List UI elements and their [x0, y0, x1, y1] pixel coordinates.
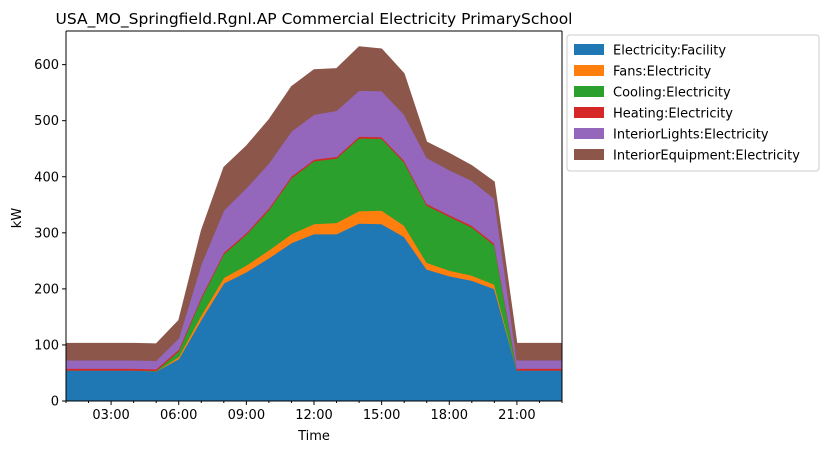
- legend-label: Cooling:Electricity: [613, 86, 731, 101]
- x-tick-label: 12:00: [295, 408, 332, 423]
- y-axis-label: kW: [10, 208, 25, 229]
- y-tick-label: 0: [51, 395, 59, 410]
- stacked-areas: [65, 46, 563, 402]
- legend: Electricity:Facility Fans:Electricity Cool…: [566, 34, 820, 172]
- x-tick-label: 03:00: [92, 408, 129, 423]
- legend-swatch: [574, 128, 604, 139]
- legend-label: Heating:Electricity: [613, 107, 733, 122]
- x-axis-label: Time: [297, 429, 330, 444]
- x-tick-label: 18:00: [431, 408, 468, 423]
- legend-frame: [566, 34, 820, 172]
- legend-label: InteriorEquipment:Electricity: [613, 149, 800, 164]
- x-tick-label: 21:00: [498, 408, 535, 423]
- legend-swatch: [574, 149, 604, 160]
- x-tick-label: 15:00: [363, 408, 400, 423]
- x-axis-ticks: 03:00 06:00 09:00 12:00 15:00 18:00 21:00: [65, 401, 563, 423]
- legend-label: Fans:Electricity: [613, 65, 712, 80]
- y-tick-label: 500: [34, 114, 59, 129]
- y-axis-ticks: 0 100 200 300 400 500 600: [34, 58, 66, 410]
- y-tick-label: 200: [34, 282, 59, 297]
- y-tick-label: 600: [34, 58, 59, 73]
- legend-swatch: [574, 65, 604, 76]
- legend-swatch: [574, 86, 604, 97]
- chart-title: USA_MO_Springfield.Rgnl.AP Commercial El…: [56, 10, 573, 29]
- y-tick-label: 300: [34, 226, 59, 241]
- x-tick-label: 09:00: [228, 408, 265, 423]
- legend-swatch: [574, 107, 604, 118]
- legend-swatch: [574, 44, 604, 55]
- x-tick-label: 06:00: [160, 408, 197, 423]
- y-tick-label: 400: [34, 170, 59, 185]
- legend-label: Electricity:Facility: [613, 44, 726, 59]
- legend-label: InteriorLights:Electricity: [613, 128, 769, 143]
- y-tick-label: 100: [34, 338, 59, 353]
